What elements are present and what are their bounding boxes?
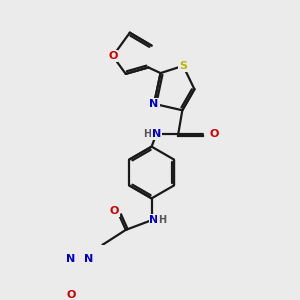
Text: N: N <box>152 129 161 139</box>
Text: N: N <box>84 254 93 264</box>
Text: S: S <box>179 61 187 71</box>
Text: O: O <box>66 290 76 300</box>
Text: N: N <box>66 254 75 264</box>
Text: N: N <box>149 215 159 225</box>
Text: O: O <box>108 51 118 61</box>
Text: H: H <box>143 129 151 139</box>
Text: O: O <box>209 129 218 139</box>
Text: H: H <box>158 215 166 225</box>
Text: O: O <box>110 206 119 216</box>
Text: N: N <box>149 99 159 109</box>
